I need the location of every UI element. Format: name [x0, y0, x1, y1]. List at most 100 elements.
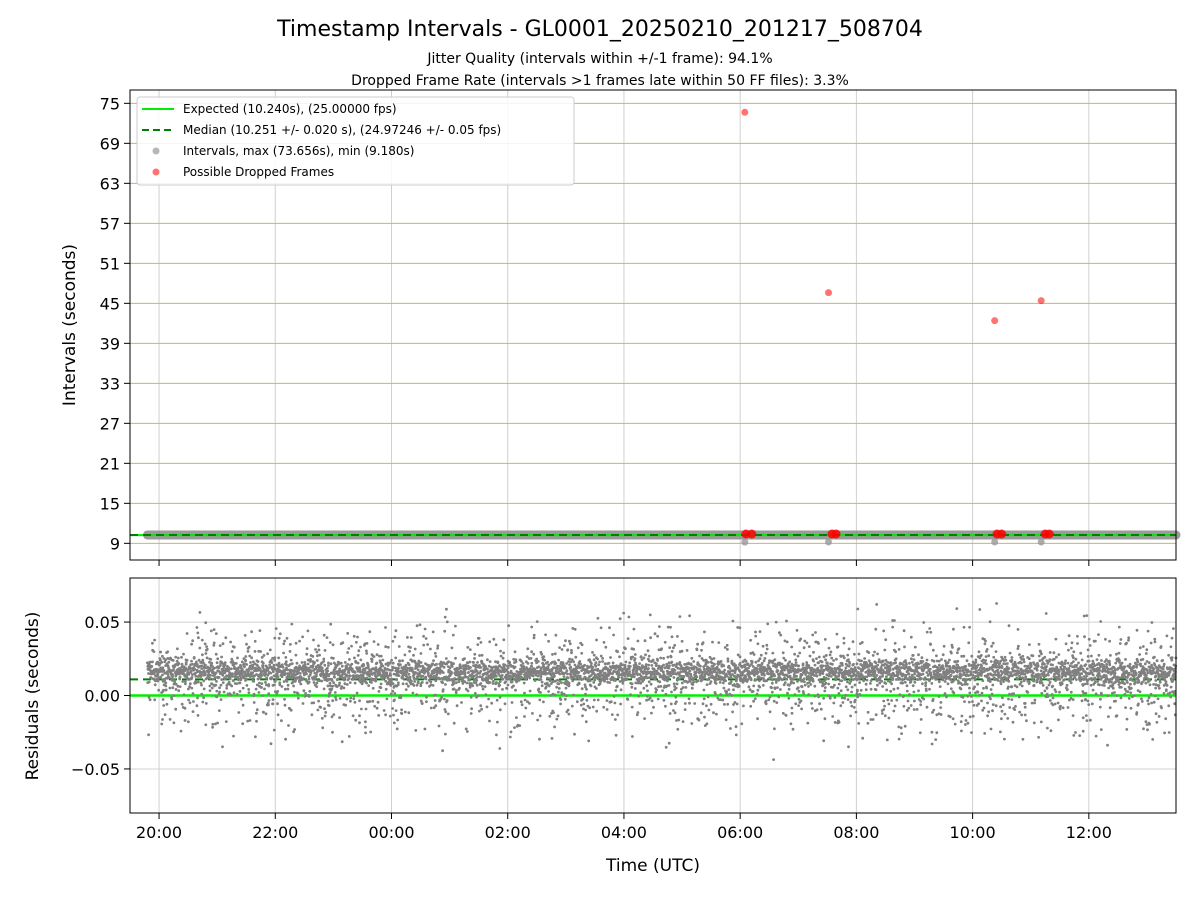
- residual-point: [443, 708, 447, 711]
- residual-point: [160, 722, 164, 726]
- residual-point: [444, 710, 448, 714]
- residual-point: [209, 658, 213, 661]
- dropped-frame-point: [741, 108, 749, 116]
- residual-point: [680, 639, 684, 643]
- residual-point: [434, 704, 438, 708]
- residual-point: [230, 657, 234, 661]
- interval-min-point: [824, 538, 832, 546]
- residual-point: [721, 681, 725, 685]
- residual-point: [184, 682, 187, 686]
- residual-point: [359, 658, 363, 662]
- residual-point: [241, 722, 245, 726]
- residual-point: [459, 666, 463, 670]
- residual-point: [196, 696, 199, 700]
- residual-point: [875, 603, 879, 606]
- residual-point: [968, 691, 972, 695]
- residual-point: [404, 663, 408, 667]
- residual-point: [880, 679, 883, 683]
- residual-point: [850, 690, 853, 694]
- residual-point: [749, 678, 753, 682]
- residual-point: [693, 702, 697, 705]
- legend: Expected (10.240s), (25.00000 fps) Media…: [136, 96, 575, 186]
- residual-point: [946, 682, 950, 686]
- residual-point: [893, 641, 897, 645]
- residual-point: [413, 680, 417, 683]
- residual-point: [864, 682, 868, 686]
- residual-point: [702, 697, 706, 701]
- residual-point: [785, 677, 788, 681]
- residual-point: [667, 676, 670, 680]
- residual-point: [939, 713, 943, 716]
- interval-min-point: [741, 538, 749, 546]
- residual-point: [172, 694, 176, 697]
- residual-point: [519, 672, 523, 676]
- residual-point: [224, 720, 228, 723]
- residual-point: [696, 642, 699, 646]
- residual-point: [800, 707, 803, 711]
- residual-point: [579, 703, 583, 707]
- residual-point: [921, 660, 925, 663]
- residual-point: [172, 721, 176, 725]
- residual-point: [698, 654, 701, 658]
- residual-point: [171, 673, 175, 676]
- residual-point: [660, 647, 663, 651]
- residual-point: [847, 745, 850, 749]
- residual-point: [822, 739, 826, 743]
- residual-point: [255, 683, 259, 687]
- residual-point: [779, 633, 783, 637]
- residual-point: [669, 655, 673, 659]
- residual-point: [790, 711, 794, 715]
- residual-point: [675, 719, 678, 722]
- residual-point: [221, 681, 225, 684]
- residual-point: [344, 703, 347, 707]
- residual-point: [204, 702, 208, 705]
- legend-expected-label: Expected (10.240s), (25.00000 fps): [183, 102, 397, 116]
- residual-point: [566, 708, 570, 712]
- residual-point: [161, 654, 164, 658]
- residual-point: [709, 702, 713, 706]
- residual-point: [513, 672, 517, 676]
- residual-point: [897, 648, 901, 651]
- residual-point: [256, 664, 259, 667]
- residual-point: [480, 653, 484, 657]
- residual-point: [536, 718, 539, 722]
- residual-point: [830, 656, 834, 660]
- residual-point: [277, 661, 281, 665]
- residual-point: [267, 699, 271, 702]
- residual-point: [379, 686, 383, 690]
- residual-point: [675, 700, 678, 704]
- residual-point: [542, 663, 546, 666]
- residual-point: [231, 672, 234, 676]
- residual-point: [375, 661, 379, 665]
- residual-point: [692, 660, 696, 663]
- residual-point: [520, 659, 523, 663]
- residual-point: [202, 687, 206, 691]
- residual-point: [864, 688, 868, 692]
- residual-point: [950, 651, 953, 655]
- residual-point: [685, 649, 689, 652]
- residual-point: [342, 678, 346, 682]
- residual-point: [388, 661, 392, 664]
- residual-point: [161, 673, 164, 677]
- residual-point: [913, 645, 917, 649]
- residual-point: [592, 698, 596, 702]
- residual-point: [831, 662, 834, 666]
- residual-point: [328, 681, 332, 685]
- residual-point: [642, 686, 646, 690]
- residual-point: [709, 667, 713, 671]
- residual-point: [429, 647, 432, 651]
- residual-point: [925, 630, 929, 634]
- residual-point: [393, 698, 396, 702]
- residual-point: [916, 678, 920, 681]
- residual-point: [218, 644, 222, 647]
- residual-point: [174, 707, 178, 711]
- residual-point: [438, 667, 442, 671]
- residual-point: [612, 670, 616, 673]
- residual-point: [923, 677, 927, 681]
- residual-point: [839, 655, 843, 658]
- residual-point: [795, 674, 798, 678]
- residual-point: [366, 663, 370, 666]
- residual-point: [366, 666, 370, 670]
- residual-point: [214, 722, 217, 726]
- residual-point: [597, 663, 601, 667]
